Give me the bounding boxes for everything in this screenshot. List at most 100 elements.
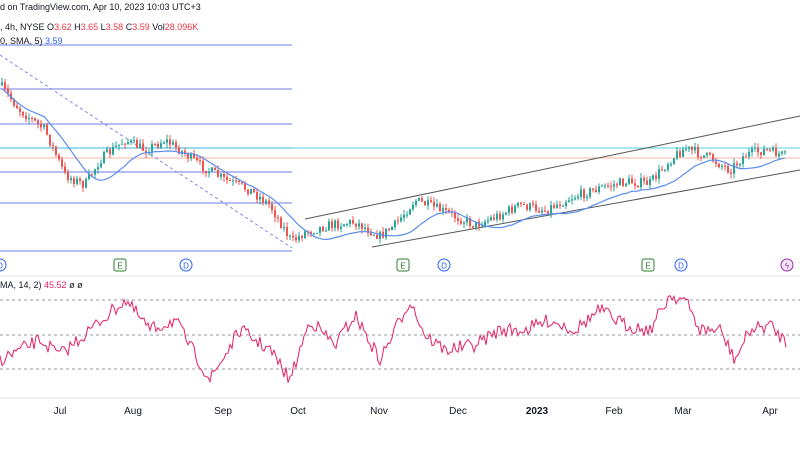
event-marker-earnings[interactable]: E (641, 258, 655, 272)
event-marker-split[interactable]: ϟ (780, 258, 794, 272)
candle (448, 207, 450, 214)
candle-body (547, 210, 549, 214)
candle-body (616, 184, 618, 186)
candle (289, 234, 291, 240)
candle (670, 161, 672, 168)
candle-body (577, 196, 579, 199)
candle-body (349, 220, 351, 225)
candle (358, 219, 360, 230)
low-label: L (100, 22, 106, 32)
candle-body (682, 149, 684, 157)
candle-body (706, 152, 708, 156)
candle-body (337, 220, 339, 229)
event-marker-earnings[interactable]: E (113, 258, 127, 272)
candle-body (487, 220, 489, 222)
candle-body (499, 213, 501, 220)
candle (394, 219, 396, 231)
candle-body (232, 180, 234, 182)
candle-body (406, 214, 408, 216)
candle-body (106, 149, 108, 152)
candle (640, 173, 642, 190)
candle (34, 117, 36, 122)
candle-body (586, 196, 588, 199)
candle (118, 144, 120, 151)
event-marker-text: D (0, 262, 3, 271)
candle (589, 187, 591, 199)
candle (586, 193, 588, 202)
candle-body (280, 217, 282, 229)
candle (430, 196, 432, 204)
candle-body (127, 142, 129, 145)
candle (742, 152, 744, 168)
event-marker-earnings[interactable]: E (396, 258, 410, 272)
candle (313, 232, 315, 236)
candle-body (655, 175, 657, 179)
x-tick-label: Sep (214, 406, 232, 417)
candle-body (640, 178, 642, 188)
event-marker-dividend[interactable]: D (0, 258, 7, 272)
candle (625, 182, 627, 188)
candle (460, 217, 462, 226)
candle-body (775, 147, 777, 157)
candle (475, 221, 477, 231)
candle-body (691, 146, 693, 151)
candle-body (4, 82, 6, 89)
candle (73, 176, 75, 188)
candle-body (670, 164, 672, 166)
earnings-badge (641, 258, 655, 272)
candle-body (538, 210, 540, 213)
event-marker-dividend[interactable]: D (674, 258, 688, 272)
candle-body (493, 217, 495, 220)
candle (61, 156, 63, 170)
candle-body (784, 151, 786, 153)
candle-body (757, 147, 759, 153)
candlestick-series (1, 77, 786, 244)
candle-body (481, 225, 483, 227)
candle (583, 188, 585, 202)
candle-body (256, 192, 258, 200)
candle (235, 175, 237, 184)
candle (181, 150, 183, 158)
candle (709, 151, 711, 157)
candle (727, 164, 729, 175)
candle (265, 198, 267, 206)
candle-body (400, 217, 402, 221)
candle-body (247, 189, 249, 195)
candle-body (730, 172, 732, 174)
candle-body (340, 226, 342, 229)
candle-body (352, 220, 354, 224)
candle-body (322, 226, 324, 231)
candle-body (643, 178, 645, 181)
candle-body (520, 202, 522, 204)
candle-body (568, 200, 570, 203)
volume-label: Vol (152, 22, 165, 32)
candle (643, 175, 645, 185)
candle-body (526, 204, 528, 210)
candle-body (37, 120, 39, 124)
candle-body (250, 188, 252, 195)
candle (325, 227, 327, 232)
ohlc-legend: , 4h, NYSE O3.62 H3.65 L3.58 C3.59 Vol28… (0, 22, 198, 33)
candle (385, 228, 387, 240)
candle (730, 168, 732, 179)
candle (649, 176, 651, 189)
event-markers[interactable]: E D D E D E Dϟ (0, 258, 794, 272)
event-marker-dividend[interactable]: D (437, 258, 451, 272)
candle-body (658, 169, 660, 179)
channel-upper-line (304, 115, 800, 220)
candle-body (769, 149, 771, 151)
symbol-info: , 4h, NYSE (0, 22, 45, 32)
candle (463, 220, 465, 229)
candle-body (178, 147, 180, 154)
candle-body (316, 232, 318, 234)
candle-body (727, 166, 729, 173)
candle (94, 168, 96, 180)
candle-body (139, 143, 141, 149)
candle (343, 223, 345, 227)
candle-body (172, 142, 174, 145)
event-marker-dividend[interactable]: D (179, 258, 193, 272)
candle (328, 218, 330, 231)
candle (466, 213, 468, 226)
candle (52, 142, 54, 152)
